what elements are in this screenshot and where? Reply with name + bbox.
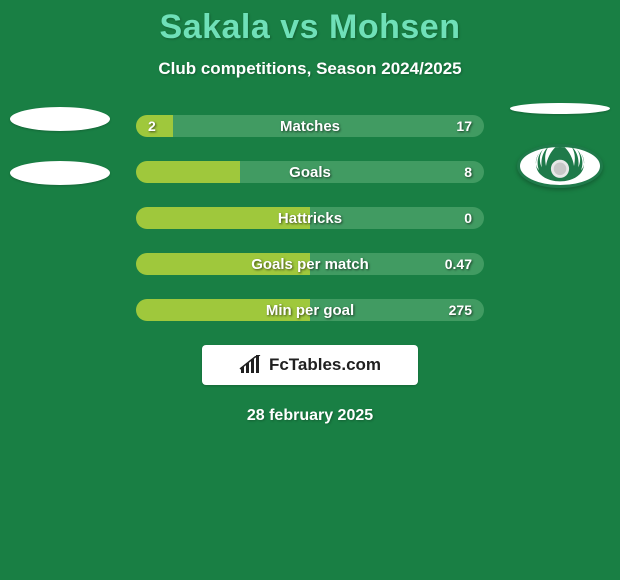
stat-bar-right-value: 0 <box>464 207 472 229</box>
left-ellipse-2 <box>10 161 110 185</box>
subtitle: Club competitions, Season 2024/2025 <box>0 59 620 79</box>
club-logo <box>517 144 603 188</box>
stat-bar-left <box>136 299 310 321</box>
stat-bar-left <box>136 253 310 275</box>
stat-bar-right <box>173 115 484 137</box>
right-player-badge <box>510 103 610 188</box>
left-player-badge <box>10 103 110 188</box>
page-root: Sakala vs Mohsen Club competitions, Seas… <box>0 0 620 580</box>
title-left: Sakala <box>160 8 271 46</box>
stat-bar-row: Min per goal275 <box>136 299 484 321</box>
stat-bar-right-value: 275 <box>449 299 472 321</box>
stat-bar-left <box>136 161 240 183</box>
bar-chart-icon <box>239 355 263 375</box>
eagle-icon <box>525 144 595 188</box>
left-ellipse-1 <box>10 107 110 131</box>
stat-bar-row: Goals per match0.47 <box>136 253 484 275</box>
footer-badge-label: FcTables.com <box>269 355 381 375</box>
stats-area: Matches217Goals8Hattricks0Goals per matc… <box>0 115 620 321</box>
stat-bar-right-value: 17 <box>456 115 472 137</box>
stat-bar-right <box>310 207 484 229</box>
stat-bar-row: Goals8 <box>136 161 484 183</box>
stat-bar-row: Hattricks0 <box>136 207 484 229</box>
stat-bar-left <box>136 207 310 229</box>
stat-bar-right <box>240 161 484 183</box>
stat-bar-right-value: 0.47 <box>445 253 472 275</box>
title-right: Mohsen <box>329 8 460 46</box>
page-title: Sakala vs Mohsen <box>0 0 620 47</box>
stat-bars: Matches217Goals8Hattricks0Goals per matc… <box>136 115 484 321</box>
footer-badge: FcTables.com <box>202 345 418 385</box>
title-vs: vs <box>280 8 319 46</box>
stat-bar-right-value: 8 <box>464 161 472 183</box>
stat-bar-left-value: 2 <box>148 115 156 137</box>
footer-date: 28 february 2025 <box>0 407 620 425</box>
right-ellipse <box>510 103 610 114</box>
stat-bar-row: Matches217 <box>136 115 484 137</box>
